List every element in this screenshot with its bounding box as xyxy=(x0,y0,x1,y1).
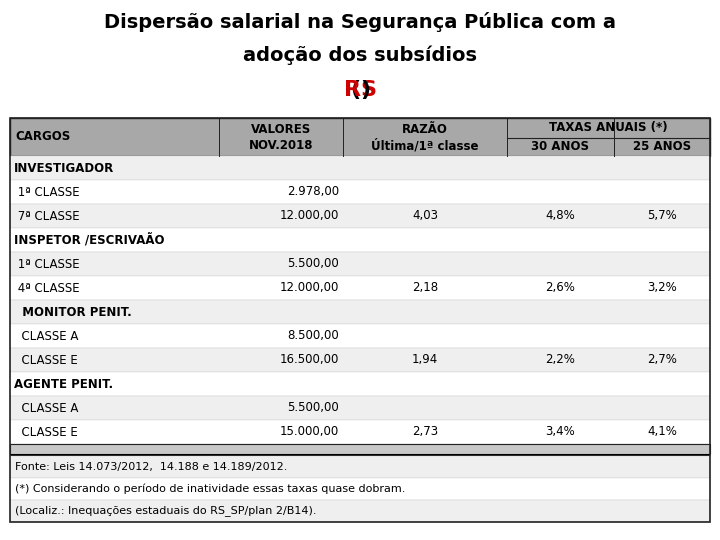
Bar xyxy=(10,372,710,396)
Bar xyxy=(10,156,710,180)
Text: 2,73: 2,73 xyxy=(412,426,438,438)
Text: 2,18: 2,18 xyxy=(412,281,438,294)
Text: NOV.2018: NOV.2018 xyxy=(248,139,313,152)
Text: 25 ANOS: 25 ANOS xyxy=(633,140,691,153)
Text: TAXAS ANUAIS (*): TAXAS ANUAIS (*) xyxy=(549,121,667,134)
Text: 5,7%: 5,7% xyxy=(647,210,677,222)
Bar xyxy=(10,204,710,228)
Bar xyxy=(10,180,710,204)
Text: (Localiz.: Inequações estaduais do RS_SP/plan 2/B14).: (Localiz.: Inequações estaduais do RS_SP… xyxy=(15,505,317,516)
Bar xyxy=(10,456,710,478)
Text: 12.000,00: 12.000,00 xyxy=(279,281,339,294)
Text: 8.500,00: 8.500,00 xyxy=(287,329,339,342)
Bar xyxy=(10,420,710,444)
Text: RAZÃO: RAZÃO xyxy=(402,123,448,136)
Text: 16.500,00: 16.500,00 xyxy=(279,354,339,367)
Text: Fonte: Leis 14.073/2012,  14.188 e 14.189/2012.: Fonte: Leis 14.073/2012, 14.188 e 14.189… xyxy=(15,462,287,472)
Text: MONITOR PENIT.: MONITOR PENIT. xyxy=(14,306,132,319)
Text: 3,4%: 3,4% xyxy=(546,426,575,438)
Bar xyxy=(10,276,710,300)
Text: 1,94: 1,94 xyxy=(412,354,438,367)
Text: 30 ANOS: 30 ANOS xyxy=(531,140,590,153)
Text: ): ) xyxy=(360,80,370,100)
Text: 2,7%: 2,7% xyxy=(647,354,677,367)
Text: VALORES: VALORES xyxy=(251,123,311,136)
Text: 15.000,00: 15.000,00 xyxy=(280,426,339,438)
Text: 4,1%: 4,1% xyxy=(647,426,677,438)
Bar xyxy=(10,454,710,456)
Text: AGENTE PENIT.: AGENTE PENIT. xyxy=(14,377,113,390)
Text: 4ª CLASSE: 4ª CLASSE xyxy=(14,281,80,294)
Text: (*) Considerando o período de inatividade essas taxas quase dobram.: (*) Considerando o período de inatividad… xyxy=(15,484,405,494)
Text: 3,2%: 3,2% xyxy=(647,281,677,294)
Text: CLASSE A: CLASSE A xyxy=(14,329,78,342)
Text: adoção dos subsídios: adoção dos subsídios xyxy=(243,45,477,65)
Text: 2,6%: 2,6% xyxy=(546,281,575,294)
Bar xyxy=(10,500,710,522)
Text: 12.000,00: 12.000,00 xyxy=(279,210,339,222)
Text: 4,03: 4,03 xyxy=(412,210,438,222)
Text: Dispersão salarial na Segurança Pública com a: Dispersão salarial na Segurança Pública … xyxy=(104,12,616,32)
Bar xyxy=(10,348,710,372)
Text: 1ª CLASSE: 1ª CLASSE xyxy=(14,186,80,199)
Bar xyxy=(10,300,710,324)
Text: 2,2%: 2,2% xyxy=(546,354,575,367)
Bar xyxy=(10,228,710,252)
Text: 1ª CLASSE: 1ª CLASSE xyxy=(14,258,80,271)
Text: RS: RS xyxy=(343,80,377,100)
Text: 5.500,00: 5.500,00 xyxy=(287,258,339,271)
Text: CLASSE E: CLASSE E xyxy=(14,354,78,367)
Bar xyxy=(10,118,710,156)
Text: 4,8%: 4,8% xyxy=(546,210,575,222)
Bar xyxy=(10,324,710,348)
Text: (: ( xyxy=(350,80,360,100)
Text: INSPETOR /ESCRIVAÃO: INSPETOR /ESCRIVAÃO xyxy=(14,233,164,247)
Bar xyxy=(10,252,710,276)
Text: 5.500,00: 5.500,00 xyxy=(287,402,339,415)
Text: 2.978,00: 2.978,00 xyxy=(287,186,339,199)
Bar xyxy=(10,478,710,500)
Bar xyxy=(10,396,710,420)
Text: Última/1ª classe: Última/1ª classe xyxy=(372,139,479,152)
Bar xyxy=(10,118,710,522)
Text: CLASSE A: CLASSE A xyxy=(14,402,78,415)
Text: 7ª CLASSE: 7ª CLASSE xyxy=(14,210,80,222)
Text: CARGOS: CARGOS xyxy=(15,131,71,144)
Bar xyxy=(10,444,710,454)
Text: INVESTIGADOR: INVESTIGADOR xyxy=(14,161,114,174)
Text: CLASSE E: CLASSE E xyxy=(14,426,78,438)
